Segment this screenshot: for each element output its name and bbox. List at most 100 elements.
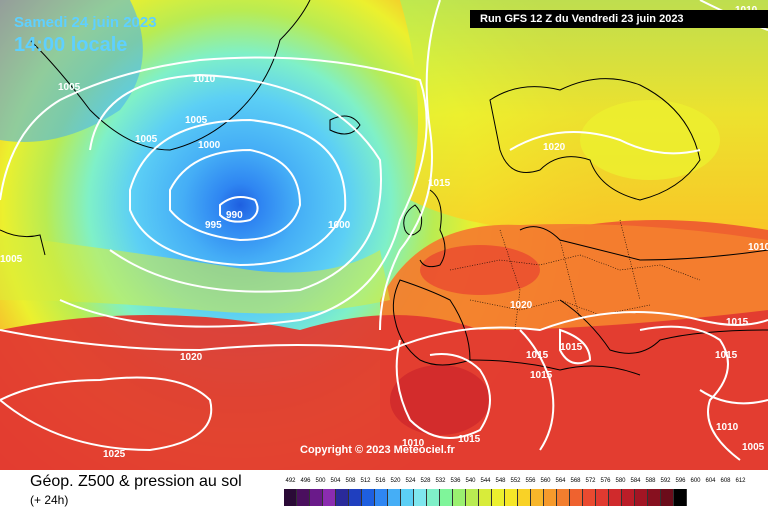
color-scale-swatch <box>375 489 388 506</box>
isobar-label: 1005 <box>135 134 158 145</box>
isobar-label: 1025 <box>103 449 126 460</box>
isobar-label: 1015 <box>560 342 583 353</box>
color-scale-swatch <box>362 489 375 506</box>
color-scale-label: 528 <box>420 478 431 484</box>
color-scale-label: 596 <box>675 478 686 484</box>
color-scale-swatch <box>583 489 596 506</box>
color-scale-label: 504 <box>330 478 341 484</box>
color-scale-swatch <box>310 489 323 506</box>
color-scale-label: 500 <box>315 478 326 484</box>
color-scale-swatch <box>674 489 687 506</box>
color-scale-label: 532 <box>435 478 446 484</box>
color-scale-label: 568 <box>570 478 581 484</box>
isobar-label: 990 <box>226 210 243 221</box>
color-scale-label: 564 <box>555 478 566 484</box>
copyright-text: Copyright © 2023 Meteociel.fr <box>300 444 455 456</box>
isobar-label: 1010 <box>748 242 768 253</box>
isobar-label: 1015 <box>428 178 451 189</box>
isobar-label: 1000 <box>198 140 221 151</box>
color-scale-swatch <box>531 489 544 506</box>
isobar-label: 1015 <box>458 434 481 445</box>
isobar-label: 1000 <box>328 220 351 231</box>
color-scale-label: 508 <box>345 478 356 484</box>
isobar-label: 1010 <box>716 422 739 433</box>
color-scale-swatch <box>505 489 518 506</box>
color-scale-swatch <box>518 489 531 506</box>
color-scale-swatch <box>648 489 661 506</box>
isobar-label: 1015 <box>726 317 749 328</box>
z500-yellow-area <box>400 0 768 230</box>
forecast-local-time: 14:00 locale <box>14 34 128 56</box>
isobar-label: 1015 <box>530 370 553 381</box>
color-scale-swatch <box>609 489 622 506</box>
weather-map: 1010 1005 1010 1005 1005 1000 990 995 10… <box>0 0 768 470</box>
color-scale-swatch <box>492 489 505 506</box>
isobar-label: 1020 <box>510 300 533 311</box>
isobar-label: 1015 <box>715 350 738 361</box>
isobar-label: 1010 <box>402 438 425 449</box>
color-scale-label: 552 <box>510 478 521 484</box>
color-scale-swatch <box>284 489 297 506</box>
lead-time: (+ 24h) <box>30 493 69 507</box>
color-scale-bar <box>284 489 687 506</box>
color-scale-label: 536 <box>450 478 461 484</box>
color-scale-labels: 492 496 500 504 508 512 516 520 524 528 532 536 540 5… <box>284 478 754 487</box>
color-scale-swatch <box>635 489 648 506</box>
color-scale-swatch <box>401 489 414 506</box>
color-scale-label: 588 <box>645 478 656 484</box>
color-scale-label: 512 <box>360 478 371 484</box>
color-scale-swatch <box>336 489 349 506</box>
color-scale-label: 612 <box>735 478 746 484</box>
color-scale-swatch <box>596 489 609 506</box>
color-scale-label: 556 <box>525 478 536 484</box>
borders <box>449 219 701 331</box>
color-scale-swatch <box>466 489 479 506</box>
color-scale-swatch <box>453 489 466 506</box>
isobar-label: 1005 <box>742 442 765 453</box>
z500-red-iberia <box>390 365 490 435</box>
color-scale-swatch <box>427 489 440 506</box>
color-scale-swatch <box>570 489 583 506</box>
isobar-label: 1005 <box>58 82 81 93</box>
color-scale-swatch <box>388 489 401 506</box>
color-scale-label: 576 <box>600 478 611 484</box>
color-scale-label: 600 <box>690 478 701 484</box>
color-scale-label: 492 <box>285 478 296 484</box>
isobar-lines <box>0 0 768 460</box>
isobar-label: 1015 <box>526 350 549 361</box>
color-scale-label: 580 <box>615 478 626 484</box>
color-scale-swatch <box>349 489 362 506</box>
color-scale-swatch <box>323 489 336 506</box>
color-scale-label: 548 <box>495 478 506 484</box>
color-scale-label: 604 <box>705 478 716 484</box>
z500-red-france <box>420 245 540 295</box>
product-title: Géop. Z500 & pression au sol <box>30 473 242 490</box>
coastlines <box>0 0 768 376</box>
color-scale-label: 496 <box>300 478 311 484</box>
z500-cyan-west <box>0 0 143 142</box>
isobar-label: 1020 <box>543 142 566 153</box>
isobar-label: 995 <box>205 220 222 231</box>
z500-scandinavia <box>580 100 720 180</box>
color-scale-swatch <box>622 489 635 506</box>
isobar-label: 1020 <box>180 352 203 363</box>
color-scale-label: 516 <box>375 478 386 484</box>
color-scale-swatch <box>414 489 427 506</box>
run-info-banner: Run GFS 12 Z du Vendredi 23 juin 2023 <box>470 10 768 28</box>
color-scale-swatch <box>557 489 570 506</box>
color-scale-label: 524 <box>405 478 416 484</box>
color-scale-swatch <box>544 489 557 506</box>
isobar-labels: 1010 1005 1010 1005 1005 1000 990 995 10… <box>0 5 768 460</box>
color-scale-label: 572 <box>585 478 596 484</box>
z500-green-band <box>0 235 390 314</box>
isobar-label: 1005 <box>0 254 23 265</box>
color-scale-swatch <box>479 489 492 506</box>
color-scale-label: 584 <box>630 478 641 484</box>
color-scale-label: 560 <box>540 478 551 484</box>
forecast-date: Samedi 24 juin 2023 <box>14 14 157 31</box>
color-scale-label: 520 <box>390 478 401 484</box>
color-scale-label: 608 <box>720 478 731 484</box>
color-scale-label: 540 <box>465 478 476 484</box>
isobar-label: 1005 <box>185 115 208 126</box>
color-scale-label: 544 <box>480 478 491 484</box>
